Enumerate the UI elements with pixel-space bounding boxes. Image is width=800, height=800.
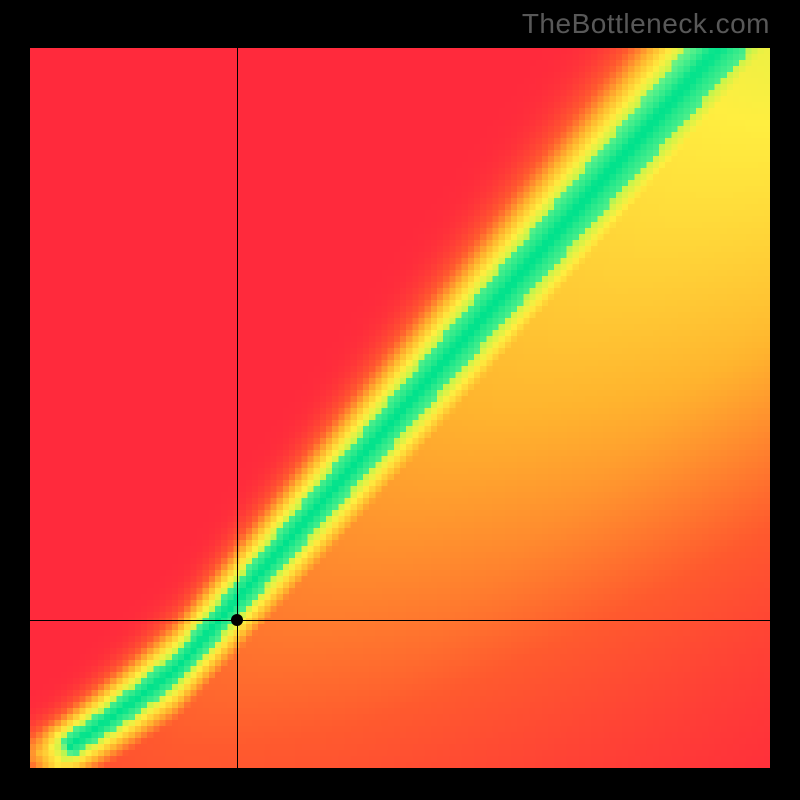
watermark-text: TheBottleneck.com [522, 8, 770, 40]
crosshair-vertical [237, 48, 238, 768]
chart-container: TheBottleneck.com [0, 0, 800, 800]
crosshair-horizontal [30, 620, 770, 621]
bottleneck-heatmap [30, 48, 770, 768]
